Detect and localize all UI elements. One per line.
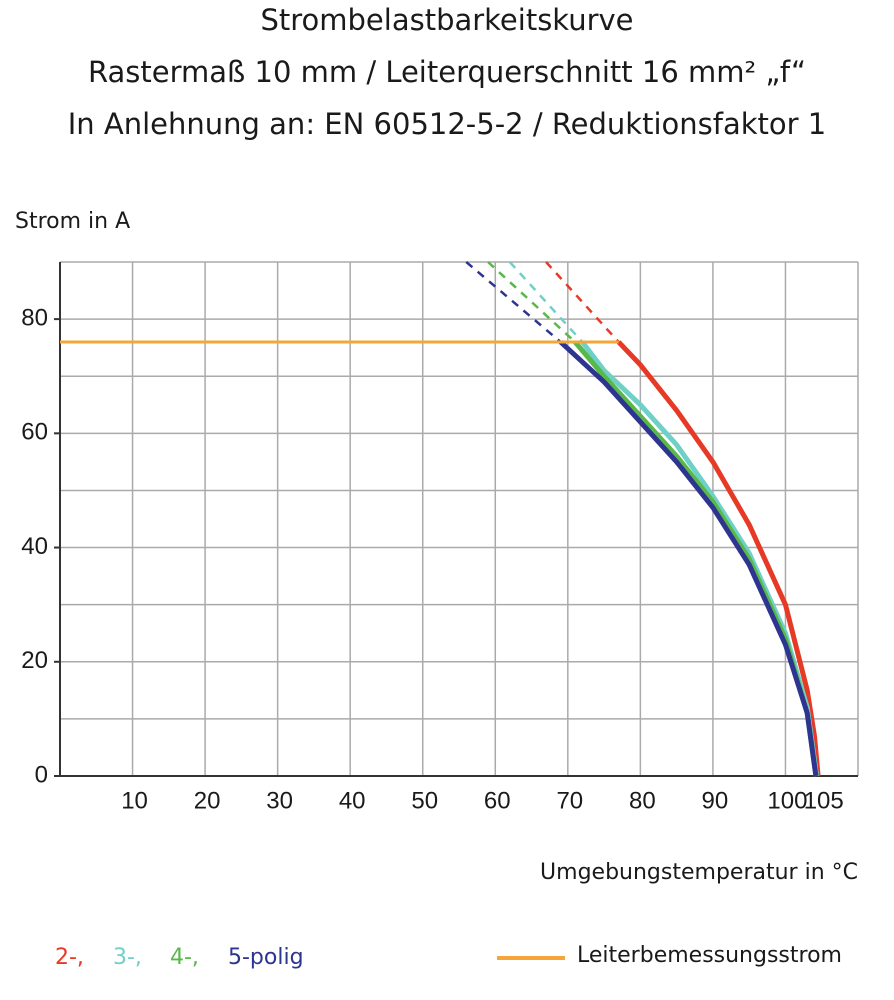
legend-label: 5-polig xyxy=(228,945,304,970)
x-tick-label: 105 xyxy=(804,787,844,814)
x-tick-label: 10 xyxy=(121,787,148,814)
series-extrapolation xyxy=(508,261,584,343)
series-line xyxy=(580,340,820,777)
y-tick-label: 60 xyxy=(21,419,48,446)
x-axis-label: Umgebungstemperatur in °C xyxy=(540,860,858,885)
series-extrapolation xyxy=(465,261,562,343)
x-tick-label: 90 xyxy=(702,787,729,814)
title-line: Rastermaß 10 mm / Leiterquerschnitt 16 m… xyxy=(88,55,806,89)
series-extrapolation xyxy=(545,261,620,343)
title-line: Strombelastbarkeitskurve xyxy=(260,3,633,37)
legend-label: 3-, xyxy=(113,945,142,970)
x-tick-label: 60 xyxy=(484,787,511,814)
legend-label: Leiterbemessungsstrom xyxy=(577,943,842,968)
x-tick-label: 30 xyxy=(266,787,293,814)
series-line xyxy=(573,340,819,777)
x-tick-label: 80 xyxy=(629,787,656,814)
legend-label: 2-, xyxy=(55,945,84,970)
x-tick-label: 70 xyxy=(556,787,583,814)
y-tick-label: 0 xyxy=(35,761,48,788)
x-tick-label: 20 xyxy=(194,787,221,814)
x-tick-label: 40 xyxy=(339,787,366,814)
series-line xyxy=(558,340,819,777)
x-tick-label: 100 xyxy=(767,787,807,814)
x-tick-label: 50 xyxy=(411,787,438,814)
legend-label: 4-, xyxy=(170,945,199,970)
y-axis-label: Strom in A xyxy=(15,209,130,234)
y-tick-label: 20 xyxy=(21,647,48,674)
series-line xyxy=(616,340,821,777)
series-extrapolation xyxy=(487,261,576,343)
y-tick-label: 40 xyxy=(21,533,48,560)
y-tick-label: 80 xyxy=(21,304,48,331)
title-line: In Anlehnung an: EN 60512-5-2 / Reduktio… xyxy=(68,107,827,141)
